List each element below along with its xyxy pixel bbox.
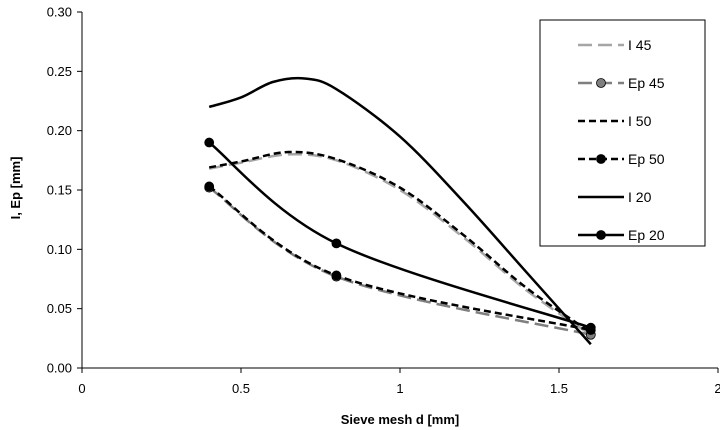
x-tick-label: 1.5 — [550, 381, 568, 396]
x-tick-label: 0 — [78, 381, 85, 396]
series-line — [208, 141, 592, 329]
legend-item-ep-45: Ep 45 — [578, 75, 665, 91]
legend-item-ep-50: Ep 50 — [578, 151, 665, 167]
y-tick-label: 0.25 — [47, 64, 72, 79]
legend-label: I 50 — [628, 113, 652, 129]
legend-label: I 20 — [628, 189, 652, 205]
y-tick-label: 0.20 — [47, 123, 72, 138]
series-ep-45 — [204, 182, 596, 340]
series-ep-20 — [204, 137, 596, 333]
series-line — [208, 76, 592, 346]
series-line — [208, 150, 592, 334]
legend-marker — [596, 154, 606, 164]
data-point — [204, 137, 215, 148]
series-line — [208, 185, 592, 332]
data-point — [331, 238, 342, 249]
series-i-45 — [208, 153, 592, 336]
x-tick-label: 1 — [396, 381, 403, 396]
legend-label: Ep 20 — [628, 227, 665, 243]
legend-label: Ep 50 — [628, 151, 665, 167]
legend-item-i-50: I 50 — [578, 113, 652, 129]
legend-marker — [596, 78, 606, 88]
y-tick-label: 0.10 — [47, 242, 72, 257]
legend-box — [539, 19, 706, 247]
legend-label: I 45 — [628, 37, 652, 53]
x-tick-label: 0.5 — [232, 381, 250, 396]
series-i-50 — [208, 150, 592, 334]
y-axis-title: I, Ep [mm] — [8, 157, 23, 220]
series-line — [208, 186, 592, 336]
legend: I 45 Ep 45 I 50 Ep 50 I 20 Ep 20 — [539, 19, 706, 247]
y-tick-label: 0.15 — [47, 183, 72, 198]
legend-label: Ep 45 — [628, 75, 665, 91]
data-point — [585, 322, 596, 333]
y-tick-label: 0.30 — [47, 5, 72, 20]
data-point — [331, 270, 342, 281]
y-tick-label: 0.00 — [47, 361, 72, 376]
series-layer — [204, 76, 596, 346]
legend-marker — [596, 230, 606, 240]
x-axis-title: Sieve mesh d [mm] — [341, 412, 460, 427]
ticks-layer: 0.00 0.05 0.10 0.15 0.20 0.25 0.30 0 0.5 1 1.5 2 — [47, 5, 720, 397]
legend-item-i-45: I 45 — [578, 37, 652, 53]
series-i-20 — [208, 76, 592, 346]
data-point — [204, 181, 215, 192]
y-tick-label: 0.05 — [47, 301, 72, 316]
legend-item-ep-20: Ep 20 — [578, 227, 665, 243]
series-line — [208, 153, 592, 336]
x-tick-label: 2 — [714, 381, 720, 396]
legend-item-i-20: I 20 — [578, 189, 652, 205]
